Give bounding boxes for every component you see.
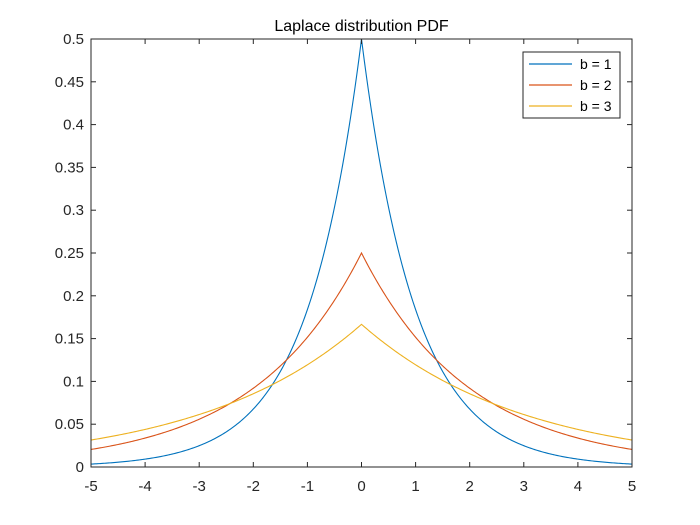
ticks-layer: -5 -4 -3 -2 -1 0 1 2 3 4 5 0 0.05 0.1 0.15 0.2 0.25 0.3 0.… [55, 31, 636, 495]
y-tick-label: 0.45 [55, 74, 84, 91]
x-tick-label: -2 [247, 478, 260, 495]
x-tick-label: 3 [520, 478, 528, 495]
series-line-b2 [90, 251, 633, 450]
y-tick-label: 0.05 [55, 416, 84, 433]
y-tick-label: 0.5 [63, 31, 84, 48]
y-tick-label: 0.2 [63, 288, 84, 305]
y-tick-label: 0.25 [55, 245, 84, 262]
x-tick-label: 5 [628, 478, 636, 495]
y-tick-label: 0 [76, 459, 84, 476]
x-tick-label: -1 [301, 478, 314, 495]
x-tick-label: -3 [193, 478, 206, 495]
x-tick-label: 2 [466, 478, 474, 495]
x-tick-label: 4 [574, 478, 582, 495]
x-tick-label: -5 [84, 478, 97, 495]
x-tick-label: -4 [138, 478, 151, 495]
legend-label-b2: b = 2 [580, 77, 612, 93]
chart-title: Laplace distribution PDF [274, 18, 449, 35]
y-tick-label: 0.1 [63, 373, 84, 390]
y-tick-label: 0.3 [63, 202, 84, 219]
y-tick-label: 0.4 [63, 117, 84, 134]
legend: b = 1 b = 2 b = 3 [522, 51, 621, 119]
y-tick-label: 0.35 [55, 159, 84, 176]
legend-label-b1: b = 1 [580, 56, 612, 72]
x-tick-label: 1 [411, 478, 419, 495]
y-tick-label: 0.15 [55, 331, 84, 348]
x-tick-label: 0 [357, 478, 365, 495]
legend-label-b3: b = 3 [580, 98, 612, 114]
series-line-b3 [90, 323, 633, 441]
